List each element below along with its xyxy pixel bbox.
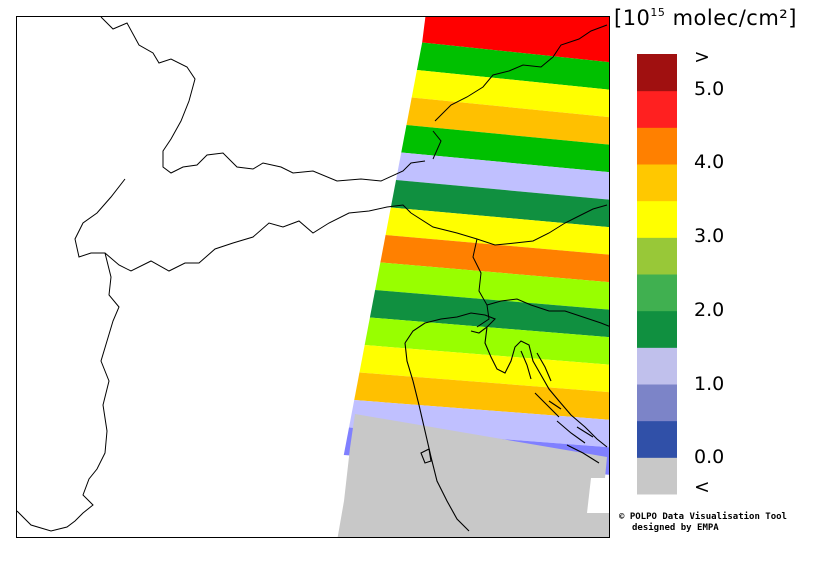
legend-label-4: 4.0 [694,151,725,173]
swath-band [396,152,609,200]
credit-line-1: © POLPO Data Visualisation Tool [619,512,787,522]
border-italy-slovenia [472,238,490,328]
swath-band [359,345,609,393]
unit-prefix: [10 [614,6,651,30]
colorbar-block [637,90,677,128]
coastlines [404,312,608,532]
border-croatia [486,298,609,327]
map-canvas [17,17,609,537]
coast-italy-east [404,342,470,532]
map-panel [16,16,610,538]
swath-band [422,17,609,63]
swath-band [401,125,609,173]
colorbar-block [637,274,677,312]
swath-band [411,70,609,118]
colorbar-block [637,420,677,458]
swath-band [369,290,609,338]
swath-band [385,207,609,255]
colorbar-block [637,200,677,238]
coast-lake [420,448,432,464]
legend-label-0: 0.0 [694,446,725,468]
unit-suffix: molec/cm²] [665,6,797,30]
legend-label-below: < [694,476,710,498]
coast-istria [484,326,608,448]
colorbar-block [637,127,677,165]
coast-islands [520,350,600,464]
satellite-swath [343,17,609,475]
legend-unit-title: [1015 molec/cm²] [614,6,797,30]
legend-label-3: 3.0 [694,225,725,247]
legend-label-2: 2.0 [694,299,725,321]
colorbar-block [637,347,677,385]
swath-band [364,317,609,365]
border-austria-north [434,24,608,122]
credit-line-2: designed by EMPA [632,523,719,533]
border-italy-west [17,252,120,532]
border-austria-slovenia [410,204,608,246]
colorbar-block [637,164,677,202]
legend-label-5: 5.0 [694,78,725,100]
colorbar-block [637,54,677,92]
colorbar-block [637,457,677,495]
colorbar-block [637,237,677,275]
no-data-area [337,414,609,537]
border-france-north [100,17,426,182]
border-austria-inner [432,130,442,160]
legend-label-above: > [694,46,710,68]
legend-label-1: 1.0 [694,373,725,395]
swath-band [375,262,609,310]
swath-band [416,42,609,90]
swath-band [349,400,609,448]
colorbar-block [637,384,677,422]
swath-band [406,97,609,145]
swath-band [354,372,609,420]
swath-band [380,235,609,283]
coast-adriatic-north [404,312,496,344]
unit-exponent: 15 [650,6,666,19]
swath-band [390,180,609,228]
colorbar-block [637,310,677,348]
country-borders [17,17,609,532]
border-swiss [74,178,412,272]
